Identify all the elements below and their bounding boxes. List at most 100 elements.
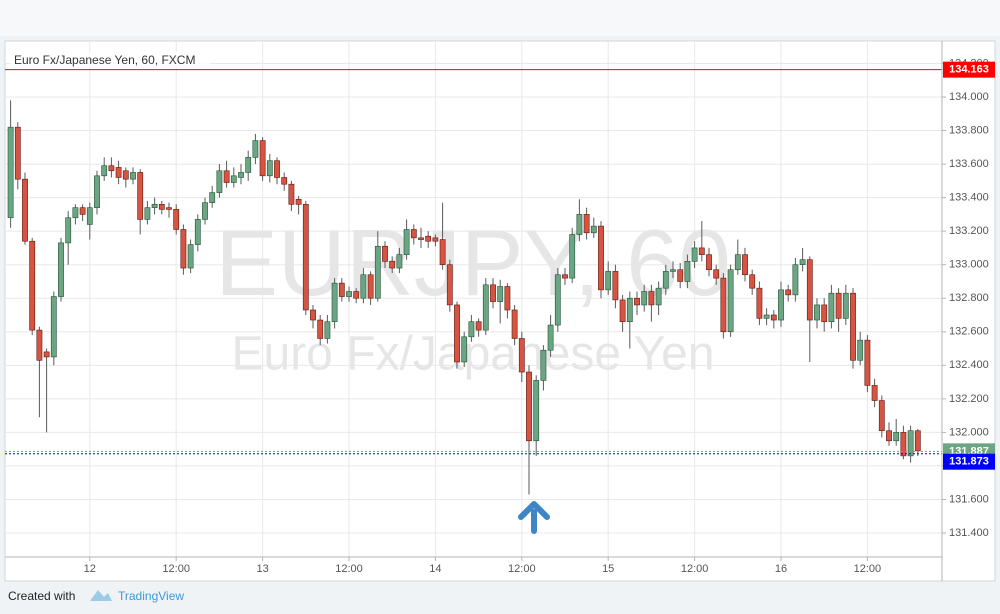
candle-body [770, 314, 777, 321]
y-tick-label: 132.800 [949, 292, 989, 304]
candle-body [367, 274, 374, 299]
candle-body [43, 351, 50, 358]
candle-body [835, 292, 842, 319]
x-tick-label: 13 [256, 563, 268, 575]
candle-body [137, 172, 144, 220]
candle-body [461, 336, 468, 363]
candle-body [223, 170, 230, 183]
candle-body [144, 207, 151, 220]
candle-body [86, 207, 93, 225]
candle-body [338, 282, 345, 297]
candle-body [641, 291, 648, 306]
candle-body [504, 286, 511, 311]
candle-body [670, 269, 676, 272]
candle-body [850, 292, 856, 361]
candle-body [266, 160, 273, 177]
candle-body [230, 175, 237, 183]
candle-body [389, 261, 396, 269]
x-tick-label: 12:00 [162, 563, 190, 575]
candle-body [547, 324, 554, 351]
candle-body [202, 202, 208, 220]
candle-body [115, 167, 122, 178]
candle-body [691, 247, 698, 262]
candle-body [58, 242, 64, 297]
candle-body [554, 274, 561, 326]
candle-body [130, 172, 136, 180]
candle-body [590, 225, 597, 234]
x-tick-label: 12:00 [854, 563, 882, 575]
candle-body [36, 329, 43, 361]
candle-body [569, 234, 576, 279]
x-tick-label: 16 [775, 563, 787, 575]
candle-body [878, 400, 885, 432]
candle-body [29, 240, 36, 331]
candle-body [180, 229, 187, 269]
candle-body [749, 274, 756, 289]
candle-body [526, 371, 532, 442]
y-tick-label: 132.200 [949, 393, 989, 405]
candle-body [418, 237, 424, 240]
candle-body [828, 292, 835, 323]
y-tick-label: 133.400 [949, 192, 989, 204]
candle-body [619, 299, 626, 323]
candle-body [662, 271, 669, 289]
candle-body [94, 175, 100, 208]
candle-body [490, 284, 496, 302]
candle-body [446, 264, 453, 306]
y-tick-label: 133.600 [949, 158, 989, 170]
x-tick-label: 12:00 [681, 563, 709, 575]
y-tick-label: 133.000 [949, 259, 989, 271]
y-tick-label: 132.600 [949, 326, 989, 338]
candle-body [439, 239, 446, 265]
chart-title: Euro Fx/Japanese Yen, 60, FXCM [14, 53, 195, 67]
candle-body [432, 237, 439, 242]
candle-body [382, 245, 388, 262]
candle-body [50, 296, 57, 358]
candle-body [612, 271, 619, 301]
candle-body [914, 430, 921, 452]
candle-body [763, 314, 770, 319]
candle-body [720, 277, 727, 333]
price-lines [5, 69, 942, 455]
candle-body [281, 177, 288, 185]
candle-body [576, 214, 583, 235]
candle-body [583, 214, 590, 234]
top-bar [0, 0, 1000, 36]
footer-brand[interactable]: TradingView [118, 589, 184, 603]
candle-body [756, 287, 763, 319]
candle-body [151, 204, 158, 208]
candle-body [245, 157, 252, 173]
candle-body [360, 274, 367, 299]
candle-body [684, 261, 691, 282]
candle-body [324, 321, 331, 339]
x-tick-label: 12:00 [508, 563, 536, 575]
candle-body [468, 321, 475, 338]
candle-body [727, 269, 734, 333]
candle-body [778, 289, 784, 321]
candle-body [216, 170, 223, 193]
y-tick-label: 131.400 [949, 527, 989, 539]
candle-body [252, 140, 259, 158]
candle-body [533, 380, 540, 442]
x-tick-label: 12 [84, 563, 96, 575]
x-tick-label: 12:00 [335, 563, 363, 575]
candle-body [518, 338, 525, 373]
candle-body [598, 225, 604, 291]
candle-body [166, 207, 172, 210]
candle-body [22, 178, 28, 242]
candle-body [79, 207, 86, 215]
y-tick-label: 131.600 [949, 493, 989, 505]
candle-body [65, 217, 72, 244]
candle-body [605, 271, 612, 291]
candle-body [562, 274, 568, 279]
candle-body [14, 126, 21, 180]
price-label-box [943, 61, 995, 78]
candle-body [122, 170, 129, 180]
annotation-arrow [518, 501, 550, 534]
candle-body [295, 198, 302, 205]
candle-body [886, 430, 892, 442]
candle-body [173, 209, 180, 230]
candle-body [101, 165, 108, 177]
candle-body [677, 269, 684, 282]
